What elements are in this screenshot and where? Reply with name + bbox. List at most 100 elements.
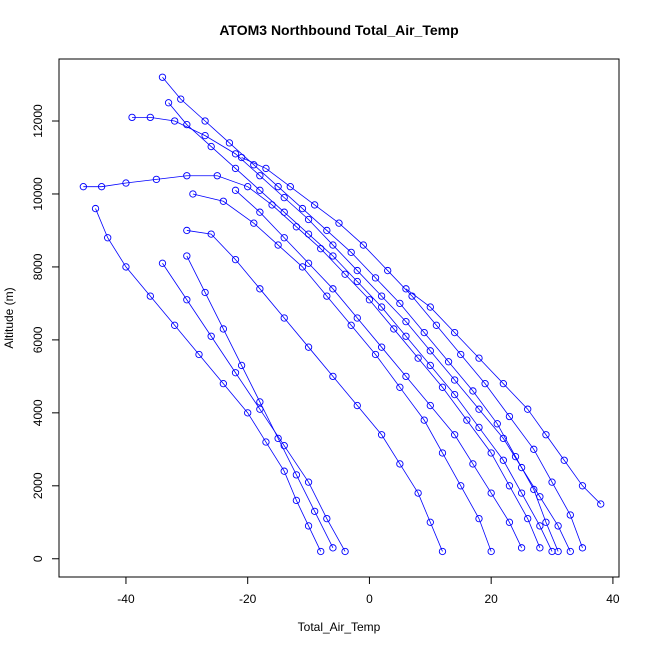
data-point bbox=[438, 383, 447, 391]
data-point bbox=[335, 219, 343, 227]
data-point bbox=[323, 514, 331, 523]
data-point bbox=[578, 544, 587, 552]
data-point bbox=[280, 467, 288, 475]
data-point bbox=[487, 449, 495, 457]
data-point bbox=[511, 452, 520, 461]
data-point bbox=[542, 518, 550, 526]
data-point bbox=[341, 270, 349, 278]
data-point bbox=[475, 405, 483, 413]
data-point bbox=[128, 113, 136, 122]
series-line bbox=[168, 102, 553, 552]
data-point bbox=[171, 321, 179, 329]
data-point bbox=[530, 485, 538, 494]
data-point bbox=[426, 347, 434, 355]
series-11 bbox=[231, 186, 526, 552]
data-point bbox=[177, 95, 185, 103]
data-point bbox=[225, 139, 234, 147]
data-point bbox=[146, 113, 154, 122]
data-point bbox=[201, 131, 209, 140]
data-point bbox=[566, 547, 574, 556]
x-tick-label: 20 bbox=[484, 592, 498, 606]
data-point bbox=[353, 277, 361, 286]
data-point bbox=[286, 183, 294, 191]
y-tick-label: 0 bbox=[31, 555, 45, 562]
data-point bbox=[402, 332, 410, 340]
data-point bbox=[475, 514, 483, 523]
data-point bbox=[311, 201, 319, 209]
data-point bbox=[432, 321, 441, 329]
data-point bbox=[347, 321, 355, 329]
y-axis: 0 2000 4000 6000 8000 10000 12000 bbox=[31, 104, 60, 562]
data-point bbox=[457, 482, 465, 490]
data-point bbox=[79, 183, 87, 191]
data-point bbox=[487, 489, 495, 497]
data-point bbox=[304, 522, 313, 530]
series-line bbox=[405, 288, 602, 505]
data-point bbox=[237, 153, 246, 162]
data-point bbox=[292, 496, 301, 505]
data-point bbox=[377, 343, 386, 351]
data-point bbox=[91, 204, 100, 213]
x-tick-label: -40 bbox=[117, 592, 135, 606]
data-point bbox=[146, 292, 154, 300]
data-point bbox=[377, 431, 386, 439]
data-point bbox=[231, 255, 240, 264]
data-point bbox=[256, 208, 264, 216]
data-point bbox=[420, 416, 428, 424]
data-point bbox=[256, 398, 264, 406]
x-tick-label: -20 bbox=[239, 592, 257, 606]
series-4 bbox=[237, 153, 587, 552]
data-point bbox=[451, 431, 459, 439]
data-point bbox=[524, 514, 532, 523]
data-point bbox=[487, 547, 495, 556]
data-point bbox=[554, 522, 562, 530]
data-point bbox=[597, 500, 605, 508]
data-point bbox=[244, 183, 252, 191]
data-point bbox=[280, 314, 288, 322]
series-8 bbox=[128, 113, 574, 556]
data-point bbox=[304, 259, 313, 267]
data-point bbox=[341, 547, 349, 556]
x-tick-label: 0 bbox=[366, 592, 373, 606]
chart-title: ATOM3 Northbound Total_Air_Temp bbox=[219, 22, 458, 38]
data-point bbox=[451, 390, 459, 399]
data-point bbox=[256, 172, 264, 180]
data-point bbox=[317, 245, 325, 253]
data-point bbox=[536, 522, 544, 530]
data-point bbox=[304, 478, 313, 486]
series-1 bbox=[164, 99, 556, 556]
data-point bbox=[183, 296, 191, 304]
data-point bbox=[347, 248, 355, 256]
data-point bbox=[158, 259, 167, 267]
data-point bbox=[469, 460, 477, 468]
data-point bbox=[158, 73, 167, 81]
series-line bbox=[186, 230, 443, 552]
data-point bbox=[499, 380, 507, 388]
series-line bbox=[83, 175, 541, 548]
data-point bbox=[420, 328, 428, 337]
data-point bbox=[298, 204, 307, 213]
y-tick-label: 6000 bbox=[31, 326, 45, 353]
data-point bbox=[444, 358, 453, 366]
data-point bbox=[219, 325, 227, 333]
data-point bbox=[548, 478, 556, 486]
data-point bbox=[219, 197, 227, 205]
data-point bbox=[304, 215, 313, 224]
series-line bbox=[162, 263, 346, 552]
data-point bbox=[207, 332, 215, 340]
data-point bbox=[396, 460, 404, 468]
data-point bbox=[554, 547, 562, 556]
data-point bbox=[365, 296, 374, 304]
data-point bbox=[396, 299, 404, 308]
data-point bbox=[122, 263, 130, 271]
data-point bbox=[530, 445, 538, 453]
data-point bbox=[414, 489, 422, 497]
data-point bbox=[104, 234, 112, 242]
data-point bbox=[426, 303, 434, 311]
y-tick-label: 4000 bbox=[31, 399, 45, 426]
data-point bbox=[262, 164, 270, 173]
data-point bbox=[426, 401, 434, 410]
data-point bbox=[566, 511, 574, 519]
data-point bbox=[250, 219, 258, 227]
